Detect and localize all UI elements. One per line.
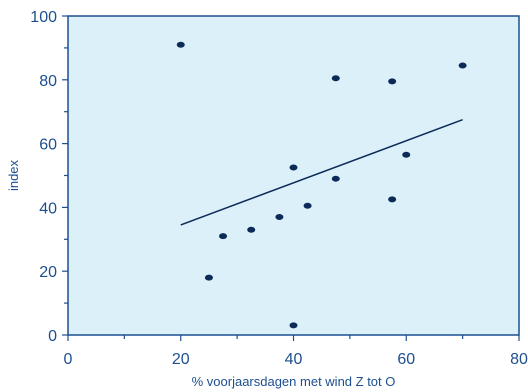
x-tick-label: 20 bbox=[172, 351, 190, 368]
data-point bbox=[289, 322, 298, 329]
y-tick-label: 100 bbox=[30, 9, 57, 26]
y-tick-label: 80 bbox=[39, 73, 57, 90]
data-point bbox=[331, 175, 340, 182]
data-point bbox=[388, 78, 397, 85]
x-tick-label: 0 bbox=[64, 351, 73, 368]
data-point bbox=[388, 196, 397, 203]
y-tick-label: 60 bbox=[39, 137, 57, 154]
data-point bbox=[289, 164, 298, 171]
data-point bbox=[247, 226, 256, 233]
y-tick-label: 40 bbox=[39, 200, 57, 217]
y-tick-label: 20 bbox=[39, 264, 57, 281]
data-point bbox=[219, 233, 228, 240]
x-tick-label: 40 bbox=[285, 351, 303, 368]
y-tick-label: 0 bbox=[48, 328, 57, 345]
data-point bbox=[275, 213, 284, 220]
plot-area bbox=[67, 15, 520, 336]
y-axis-ticks: 0 20 40 60 80 100 bbox=[30, 9, 68, 345]
data-point bbox=[303, 202, 312, 209]
data-point bbox=[402, 151, 411, 158]
y-axis-label: index bbox=[6, 159, 21, 191]
data-points bbox=[176, 41, 467, 329]
data-point bbox=[331, 75, 340, 82]
trend-line bbox=[180, 118, 463, 226]
data-point bbox=[458, 62, 467, 69]
x-tick-label: 80 bbox=[510, 351, 528, 368]
data-point bbox=[204, 274, 213, 281]
x-axis-ticks: 0 20 40 60 80 bbox=[64, 335, 528, 368]
x-axis-label: % voorjaarsdagen met wind Z tot O bbox=[192, 374, 396, 389]
data-point bbox=[176, 41, 185, 48]
x-tick-label: 60 bbox=[397, 351, 415, 368]
